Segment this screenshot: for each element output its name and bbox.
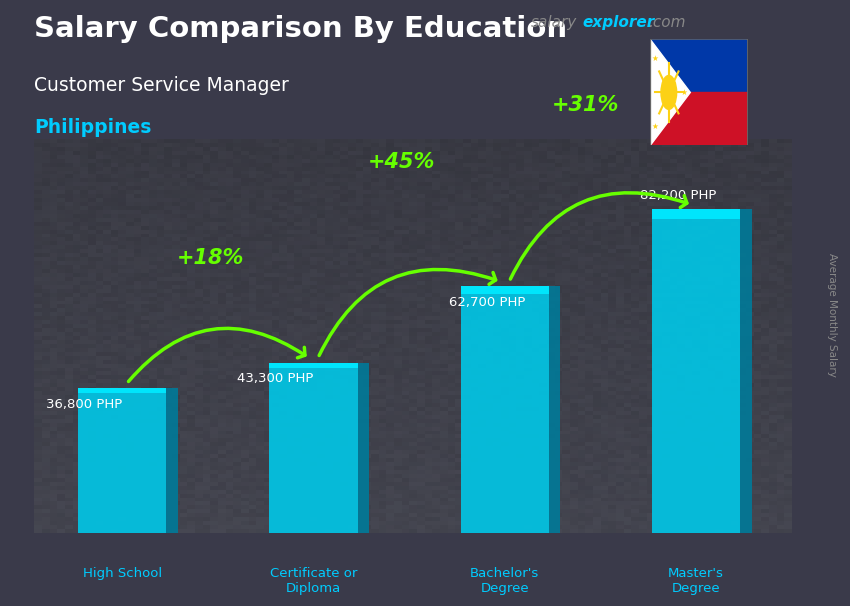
- Text: +45%: +45%: [368, 152, 435, 172]
- Text: Bachelor's
Degree: Bachelor's Degree: [470, 567, 540, 594]
- Text: ★: ★: [652, 122, 659, 131]
- Text: Average Monthly Salary: Average Monthly Salary: [827, 253, 837, 377]
- Text: Master's
Degree: Master's Degree: [668, 567, 724, 594]
- Text: salary: salary: [531, 15, 577, 30]
- Text: 36,800 PHP: 36,800 PHP: [46, 398, 122, 411]
- Bar: [740, 210, 751, 533]
- Bar: [269, 363, 358, 368]
- Text: Certificate or
Diploma: Certificate or Diploma: [269, 567, 357, 594]
- Bar: [461, 286, 549, 533]
- Text: 82,200 PHP: 82,200 PHP: [640, 189, 717, 202]
- Text: Salary Comparison By Education: Salary Comparison By Education: [34, 15, 567, 43]
- Text: Philippines: Philippines: [34, 118, 151, 137]
- Bar: [78, 388, 167, 393]
- Bar: [269, 363, 358, 533]
- Text: 43,300 PHP: 43,300 PHP: [237, 372, 314, 385]
- Text: ★: ★: [652, 54, 659, 63]
- Bar: [358, 363, 369, 533]
- Bar: [461, 286, 549, 294]
- Bar: [650, 39, 748, 92]
- Text: 62,700 PHP: 62,700 PHP: [449, 296, 525, 308]
- Text: +31%: +31%: [552, 95, 620, 115]
- Text: ★: ★: [680, 88, 687, 97]
- Bar: [652, 210, 740, 533]
- Text: High School: High School: [82, 567, 162, 580]
- Circle shape: [661, 75, 677, 110]
- Bar: [167, 388, 178, 533]
- Bar: [650, 92, 748, 145]
- Bar: [549, 286, 560, 533]
- Bar: [78, 388, 167, 533]
- Text: .com: .com: [648, 15, 685, 30]
- Text: explorer: explorer: [582, 15, 654, 30]
- Bar: [652, 210, 740, 219]
- Text: +18%: +18%: [177, 248, 244, 268]
- Text: Customer Service Manager: Customer Service Manager: [34, 76, 289, 95]
- Polygon shape: [650, 39, 690, 145]
